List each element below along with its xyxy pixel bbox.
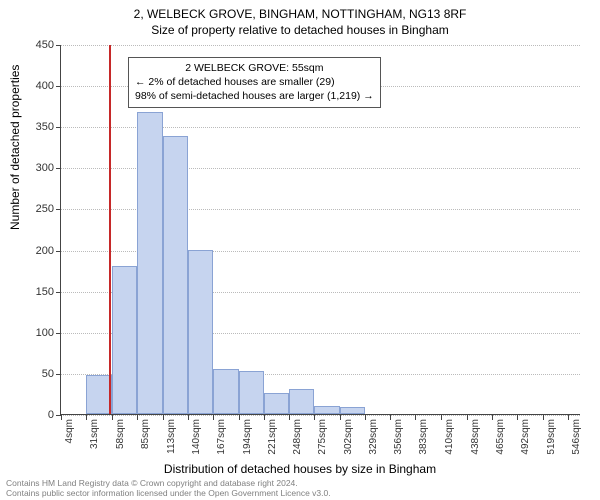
xtick-mark	[112, 415, 113, 420]
xtick-mark	[163, 415, 164, 420]
annotation-line: 98% of semi-detached houses are larger (…	[135, 89, 374, 103]
ytick-label: 100	[14, 327, 54, 339]
xtick-mark	[517, 415, 518, 420]
ytick-mark	[56, 333, 61, 334]
histogram-bar	[213, 369, 238, 414]
histogram-bar	[188, 250, 213, 414]
histogram-bar	[112, 266, 137, 414]
histogram-bar	[239, 371, 264, 414]
xtick-mark	[61, 415, 62, 420]
xtick-mark	[568, 415, 569, 420]
histogram-bar	[137, 112, 163, 414]
ytick-mark	[56, 86, 61, 87]
footer-line-1: Contains HM Land Registry data © Crown c…	[6, 478, 331, 488]
ytick-mark	[56, 374, 61, 375]
ytick-mark	[56, 209, 61, 210]
chart-area: 0501001502002503003504004504sqm31sqm58sq…	[60, 45, 580, 415]
gridline-h	[61, 45, 580, 46]
chart-address: 2, WELBECK GROVE, BINGHAM, NOTTINGHAM, N…	[0, 6, 600, 22]
ytick-mark	[56, 45, 61, 46]
xtick-mark	[314, 415, 315, 420]
ytick-label: 0	[14, 409, 54, 421]
annotation-line: ← 2% of detached houses are smaller (29)	[135, 75, 374, 89]
histogram-bar	[314, 406, 339, 414]
footer-line-2: Contains public sector information licen…	[6, 488, 331, 498]
histogram-bar	[340, 407, 365, 414]
ytick-mark	[56, 292, 61, 293]
reference-line	[109, 45, 111, 414]
chart-subtitle: Size of property relative to detached ho…	[0, 22, 600, 38]
y-axis-label: Number of detached properties	[8, 65, 22, 230]
ytick-label: 200	[14, 245, 54, 257]
histogram-bar	[289, 389, 314, 414]
xtick-mark	[289, 415, 290, 420]
ytick-label: 450	[14, 39, 54, 51]
histogram-bar	[163, 136, 188, 414]
ytick-label: 50	[14, 368, 54, 380]
xtick-mark	[467, 415, 468, 420]
gridline-h	[61, 415, 580, 416]
chart-title-block: 2, WELBECK GROVE, BINGHAM, NOTTINGHAM, N…	[0, 0, 600, 38]
xtick-mark	[86, 415, 87, 420]
ytick-mark	[56, 127, 61, 128]
annotation-box: 2 WELBECK GROVE: 55sqm← 2% of detached h…	[128, 57, 381, 108]
ytick-mark	[56, 251, 61, 252]
xtick-mark	[415, 415, 416, 420]
xtick-mark	[340, 415, 341, 420]
xtick-mark	[213, 415, 214, 420]
xtick-mark	[492, 415, 493, 420]
xtick-mark	[365, 415, 366, 420]
histogram-bar	[264, 393, 289, 414]
xtick-mark	[137, 415, 138, 420]
xtick-mark	[441, 415, 442, 420]
xtick-mark	[390, 415, 391, 420]
ytick-label: 150	[14, 286, 54, 298]
annotation-line: 2 WELBECK GROVE: 55sqm	[135, 61, 374, 75]
footer-attribution: Contains HM Land Registry data © Crown c…	[6, 478, 331, 498]
ytick-mark	[56, 168, 61, 169]
xtick-mark	[543, 415, 544, 420]
xtick-mark	[264, 415, 265, 420]
x-axis-label: Distribution of detached houses by size …	[0, 462, 600, 476]
xtick-mark	[239, 415, 240, 420]
xtick-mark	[188, 415, 189, 420]
